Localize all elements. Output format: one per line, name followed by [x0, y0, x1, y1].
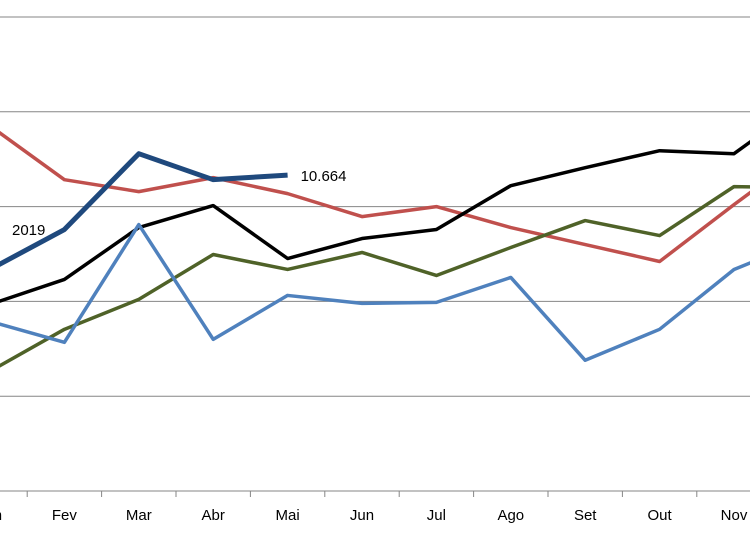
x-tick-label: Ago — [497, 507, 524, 524]
x-tick-label: Mar — [126, 507, 152, 524]
series-line — [0, 184, 750, 368]
x-tick-label: Nov — [721, 507, 748, 524]
x-tick-label: Jul — [427, 507, 446, 524]
x-tick-label: Set — [574, 507, 597, 524]
x-tick-label: Jun — [350, 507, 374, 524]
x-tick-label: Fev — [52, 507, 78, 524]
x-tick-label: Abr — [202, 507, 225, 524]
series-line — [0, 222, 750, 363]
series-line — [0, 139, 750, 303]
x-tick-label: Mai — [276, 507, 300, 524]
series-line — [0, 130, 750, 264]
data-label: 10.664 — [301, 168, 347, 185]
x-tick-label: Out — [648, 507, 673, 524]
x-tick-label: Jan — [0, 507, 2, 524]
series-label: 2019 — [12, 222, 45, 239]
series-line — [0, 151, 288, 267]
